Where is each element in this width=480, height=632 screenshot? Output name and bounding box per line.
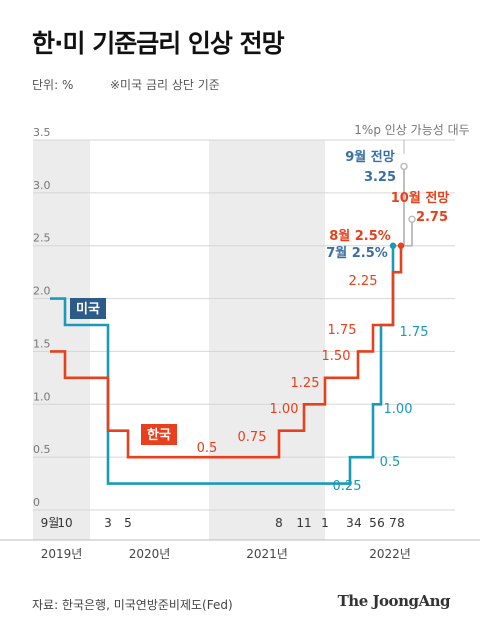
note-label: ※미국 금리 상단 기준 <box>110 78 220 92</box>
forecast-line-korea <box>401 219 413 247</box>
x-tick-label: 1 <box>321 516 329 530</box>
year-band-2021 <box>209 140 325 540</box>
svg-text:한국: 한국 <box>147 427 171 443</box>
usa-forecast-label: 9월 전망 <box>345 149 394 165</box>
usa-value-label: 0.5 <box>380 455 401 470</box>
year-label: 2021년 <box>246 547 288 561</box>
rate-chart: 0 0.5 1.0 1.5 2.0 2.5 3.0 3.5 1%p 인상 가능성 대두미국한국… <box>0 123 480 561</box>
korea-end-label: 8월 2.5% <box>329 228 391 244</box>
y-tick-label: 0 <box>33 496 40 509</box>
forecast-marker-usa <box>400 162 408 171</box>
korea-forecast-label: 10월 전망 <box>391 190 450 206</box>
usa-end-label: 7월 2.5% <box>326 245 388 261</box>
usa-forecast-value: 3.25 <box>364 170 396 185</box>
korea-value-label: 0.5 <box>197 441 218 456</box>
source-note: 자료: 한국은행, 미국연방준비제도(Fed) <box>32 598 233 612</box>
end-marker-korea <box>397 242 405 249</box>
x-tick-label: 10 <box>57 516 72 530</box>
series-tag-usa: 미국 <box>70 298 106 319</box>
y-tick-label: 1.5 <box>33 337 51 350</box>
x-tick-label: 4 <box>354 516 362 530</box>
korea-value-label: 2.25 <box>349 274 378 289</box>
year-label: 2020년 <box>129 547 171 561</box>
x-tick-label: 3 <box>104 516 112 530</box>
usa-value-label: 1.75 <box>400 325 429 340</box>
series-tag-korea: 한국 <box>141 424 177 445</box>
y-tick-label: 2.0 <box>33 285 51 298</box>
data-labels: 1%p 인상 가능성 대두미국한국0.50.751.001.251.501.75… <box>70 123 470 494</box>
korea-value-label: 1.25 <box>291 376 320 391</box>
x-tick-label: 11 <box>296 516 311 530</box>
korea-value-label: 1.50 <box>322 349 351 364</box>
x-tick-label: 6 <box>377 516 385 530</box>
year-label: 2022년 <box>369 547 411 561</box>
year-shading <box>33 140 325 540</box>
y-tick-label: 0.5 <box>33 443 51 456</box>
y-tick-label: 3.0 <box>33 179 51 192</box>
year-label: 2019년 <box>41 547 83 561</box>
x-tick-label: 9월 <box>41 516 60 530</box>
publisher-logo: The JoongAng <box>337 592 451 610</box>
annotation-label: 1%p 인상 가능성 대두 <box>354 123 469 137</box>
y-tick-label: 1.0 <box>33 390 51 403</box>
y-tick-label: 3.5 <box>33 126 51 139</box>
year-band-2019 <box>33 140 90 540</box>
usa-value-label: 0.25 <box>333 479 362 494</box>
korea-value-label: 1.75 <box>328 323 357 338</box>
end-marker-usa <box>389 242 397 249</box>
y-tick-label: 2.5 <box>33 232 51 245</box>
page-title: 한·미 기준금리 인상 전망 <box>32 29 285 58</box>
x-tick-label: 5 <box>124 516 132 530</box>
korea-value-label: 0.75 <box>238 430 267 445</box>
x-tick-label: 5 <box>369 516 377 530</box>
x-tick-label: 8 <box>275 516 283 530</box>
forecast-marker-korea <box>408 215 416 223</box>
x-tick-label: 3 <box>346 516 354 530</box>
series-lines <box>50 162 416 485</box>
korea-forecast-value: 2.75 <box>416 210 448 225</box>
x-tick-label: 7 <box>389 516 397 530</box>
unit-label: 단위: % <box>32 78 74 92</box>
svg-text:미국: 미국 <box>76 301 100 317</box>
x-tick-label: 8 <box>397 516 405 530</box>
usa-value-label: 1.00 <box>384 402 413 417</box>
series-line-korea <box>50 245 403 459</box>
korea-value-label: 1.00 <box>270 402 299 417</box>
